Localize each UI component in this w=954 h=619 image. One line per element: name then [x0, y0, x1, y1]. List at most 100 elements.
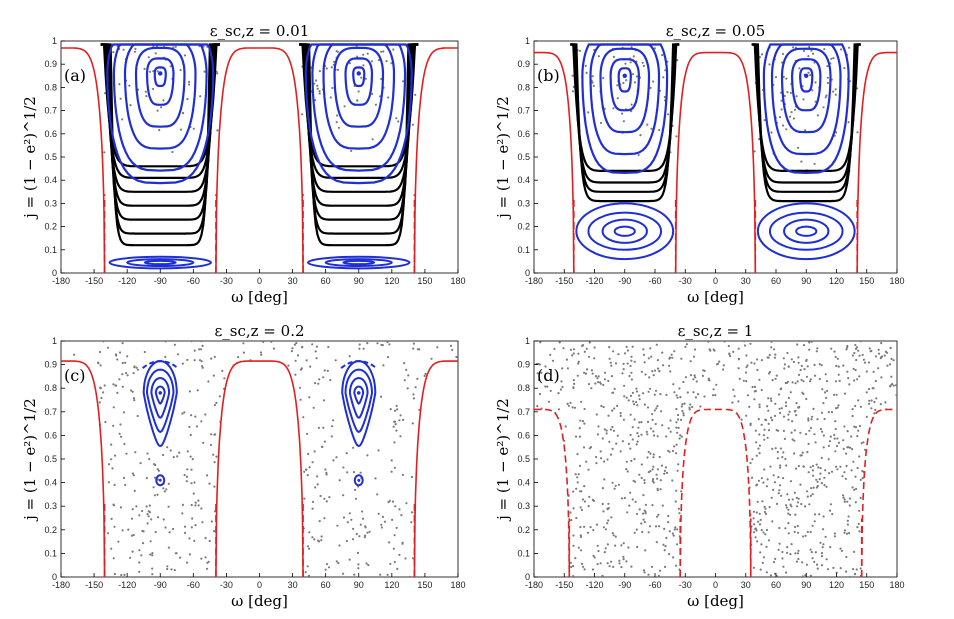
chaotic-point — [742, 379, 745, 382]
chaotic-point — [134, 47, 137, 51]
chaotic-point — [613, 387, 616, 390]
chaotic-point — [732, 350, 735, 353]
chaotic-point — [760, 53, 764, 56]
chaotic-point — [583, 500, 587, 503]
chaotic-point — [606, 562, 609, 565]
chaotic-point — [812, 407, 815, 410]
chaotic-point — [625, 460, 628, 463]
chaotic-point — [626, 362, 629, 365]
chaotic-point — [638, 398, 641, 401]
libration-center — [158, 71, 163, 76]
chaotic-point — [835, 393, 838, 396]
chaotic-point — [583, 485, 586, 488]
chaotic-point — [103, 384, 106, 387]
chaotic-point — [774, 353, 777, 356]
chaotic-point — [157, 469, 160, 472]
low-island-curve — [756, 202, 856, 261]
chaotic-point — [762, 556, 766, 559]
chaotic-point — [610, 364, 613, 367]
chaotic-point — [807, 442, 810, 445]
y-tick-label: 0.9 — [517, 360, 530, 370]
chaotic-point — [587, 355, 591, 358]
chaotic-point — [688, 408, 691, 411]
circulation-curve — [100, 43, 220, 247]
chaotic-point — [836, 357, 840, 360]
chaotic-point — [780, 407, 783, 410]
chaotic-point — [835, 364, 838, 368]
chaotic-point — [774, 557, 777, 561]
chaotic-point — [756, 358, 759, 361]
chaotic-point — [796, 524, 799, 528]
chaotic-point — [767, 429, 771, 432]
chaotic-point — [800, 454, 803, 457]
chaotic-point — [822, 106, 825, 109]
chaotic-point — [572, 507, 575, 510]
chaotic-point — [810, 551, 813, 554]
chaotic-point — [765, 419, 768, 422]
chaotic-point — [832, 57, 835, 60]
chaotic-point — [826, 380, 829, 383]
circulation-curve — [100, 43, 220, 179]
chaotic-point — [823, 48, 826, 51]
chaotic-point — [843, 425, 846, 428]
chaotic-point — [749, 461, 752, 465]
chaotic-point — [317, 540, 321, 543]
chaotic-point — [200, 507, 203, 510]
chaotic-point — [201, 366, 204, 369]
chaotic-point — [194, 415, 197, 418]
chaotic-point — [867, 361, 871, 364]
chaotic-point — [609, 453, 613, 456]
chaotic-point — [350, 149, 353, 152]
chaotic-point — [757, 447, 760, 450]
chaotic-point — [769, 397, 773, 400]
chaotic-point — [793, 108, 797, 111]
chaotic-point — [583, 350, 587, 353]
y-tick-label: 0.6 — [44, 430, 57, 440]
chaotic-point — [602, 383, 605, 387]
chaotic-point — [136, 368, 139, 371]
chaotic-point — [787, 413, 790, 416]
chaotic-point — [780, 99, 783, 102]
chaotic-point — [667, 514, 670, 518]
chaotic-point — [306, 432, 309, 435]
chaotic-point — [784, 457, 787, 461]
chaotic-point — [607, 379, 610, 383]
small-island — [155, 474, 166, 487]
boundary-curve — [534, 51, 575, 273]
x-tick-label: 60 — [321, 276, 331, 286]
chaotic-point — [579, 534, 582, 537]
chaotic-point — [113, 572, 116, 576]
chaotic-point — [821, 546, 824, 549]
x-tick-label: 150 — [859, 276, 874, 286]
chaotic-point — [653, 434, 656, 437]
chaotic-point — [651, 370, 654, 373]
x-tick-label: -90 — [618, 276, 631, 286]
chaotic-point — [671, 449, 675, 453]
y-tick-label: 0.4 — [517, 478, 530, 488]
chaotic-point — [805, 563, 809, 566]
chaotic-point — [145, 95, 148, 98]
x-axis-label: ω [deg] — [231, 288, 288, 306]
chaotic-point — [591, 372, 594, 375]
chaotic-point — [645, 430, 648, 433]
chaotic-point — [874, 408, 877, 411]
chaotic-point — [822, 446, 825, 449]
plot-area — [534, 341, 897, 577]
chaotic-point — [179, 68, 182, 72]
chaotic-point — [797, 361, 800, 364]
chaotic-point — [825, 94, 828, 97]
chaotic-point — [642, 348, 645, 351]
chaotic-point — [846, 519, 849, 522]
chaotic-point — [785, 77, 788, 80]
chaotic-point — [599, 121, 603, 125]
chaotic-point — [150, 518, 153, 521]
chaotic-point — [758, 444, 762, 447]
chaotic-point — [682, 412, 685, 415]
chaotic-point — [740, 418, 743, 421]
chaotic-point — [198, 359, 202, 362]
chaotic-point — [575, 516, 578, 520]
chaotic-point — [396, 408, 399, 411]
chaotic-point — [190, 341, 193, 343]
chaotic-point — [614, 362, 618, 365]
chaotic-point — [113, 483, 116, 486]
